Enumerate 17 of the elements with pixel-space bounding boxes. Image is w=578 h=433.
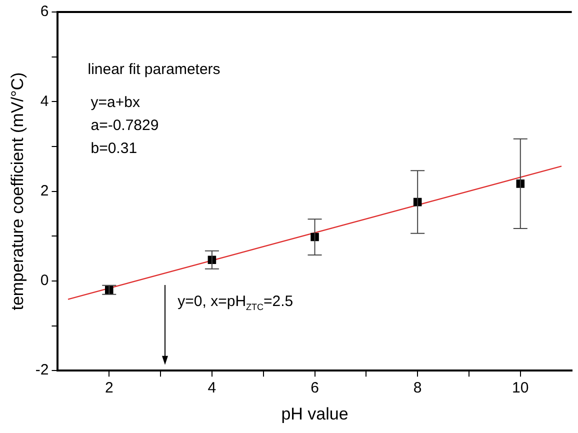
- x-tick-label: 2: [104, 380, 114, 397]
- y-tick-label: 2: [40, 182, 49, 200]
- x-tick-label: 10: [512, 380, 529, 397]
- x-tick-label: 8: [413, 380, 422, 397]
- annotation: linear fit parameters: [88, 61, 220, 78]
- y-tick-label: -2: [35, 362, 49, 379]
- annotation: b=0.31: [90, 140, 138, 157]
- annotation: y=0, x=pH$_{ZTC}$=2.5: [178, 292, 294, 312]
- y-tick-label: 6: [40, 3, 49, 20]
- y-tick-label: 4: [40, 92, 49, 110]
- annotation: a=-0.7829: [90, 117, 159, 134]
- y-tick-label: 0: [40, 272, 49, 290]
- x-axis-title: pH value: [281, 404, 348, 424]
- x-tick-label: 6: [310, 380, 319, 397]
- y-axis-title: temperature coefficient (mV/°C): [8, 72, 27, 310]
- annotation: y=a+bx: [90, 94, 140, 111]
- x-tick-label: 4: [208, 380, 216, 397]
